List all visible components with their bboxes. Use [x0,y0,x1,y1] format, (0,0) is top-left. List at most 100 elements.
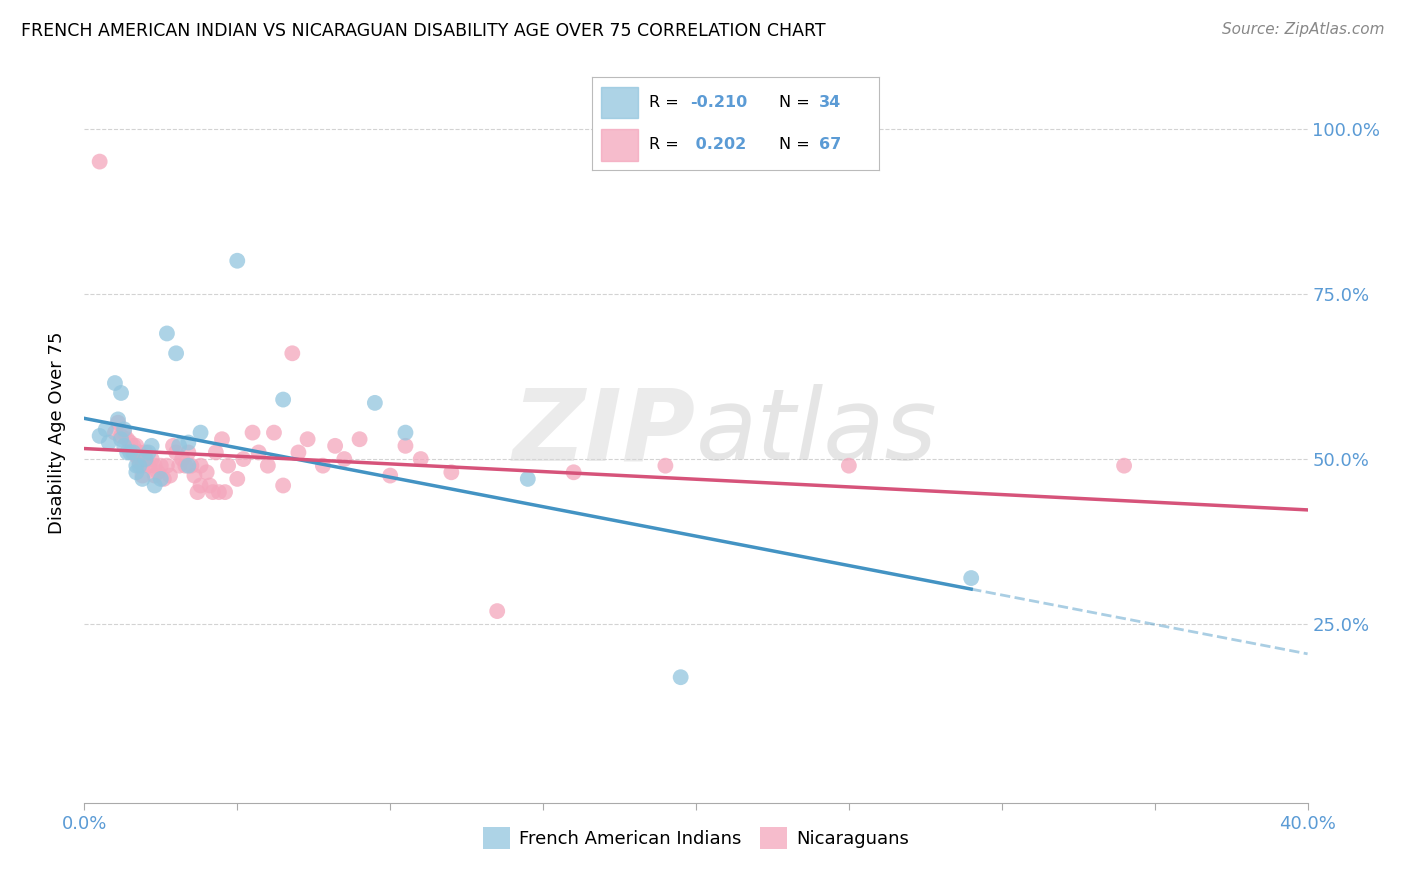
Point [217,458,239,473]
Point [287,445,309,459]
Point [143,458,166,473]
Point [226,253,249,268]
Point [190,425,212,440]
Point [190,458,212,473]
Point [364,396,387,410]
Point [211,432,233,446]
Point [177,435,200,450]
Point [198,478,221,492]
Point [281,346,304,360]
Point [143,468,166,483]
Point [125,439,148,453]
Point [165,445,187,459]
Point [195,465,218,479]
Point [177,458,200,473]
Point [110,432,132,446]
Point [409,452,432,467]
Point [838,458,860,473]
Point [112,439,135,453]
Point [125,465,148,479]
Point [183,468,205,483]
Point [186,485,208,500]
Point [167,458,190,473]
Legend: French American Indians, Nicaraguans: French American Indians, Nicaraguans [477,821,915,856]
Point [349,432,371,446]
Point [141,439,163,453]
Point [167,439,190,453]
Point [89,154,111,169]
Text: FRENCH AMERICAN INDIAN VS NICARAGUAN DISABILITY AGE OVER 75 CORRELATION CHART: FRENCH AMERICAN INDIAN VS NICARAGUAN DIS… [21,22,825,40]
Point [174,458,197,473]
Point [486,604,509,618]
Point [323,439,346,453]
Point [271,478,294,492]
Point [122,439,145,453]
Point [128,445,150,459]
Point [669,670,692,684]
Point [107,412,129,426]
Point [104,425,127,440]
Point [112,425,135,440]
Point [131,458,153,473]
Point [120,445,142,459]
Point [214,485,236,500]
Point [205,445,228,459]
Text: atlas: atlas [696,384,938,481]
Point [226,472,249,486]
Point [138,458,160,473]
Point [107,416,129,430]
Point [180,458,202,473]
Point [516,472,538,486]
Point [110,429,132,443]
Point [128,455,150,469]
Text: ZIP: ZIP [513,384,696,481]
Point [128,458,150,473]
Point [115,432,138,446]
Point [156,326,179,341]
Point [247,445,270,459]
Point [201,485,224,500]
Point [654,458,676,473]
Point [562,465,585,479]
Point [172,452,194,467]
Point [153,472,176,486]
Point [156,458,179,473]
Point [125,449,148,463]
Point [257,458,280,473]
Point [146,465,169,479]
Point [271,392,294,407]
Point [97,435,120,450]
Point [141,452,163,467]
Point [94,422,117,436]
Point [394,425,416,440]
Point [89,429,111,443]
Point [122,445,145,459]
Point [149,458,172,473]
Point [312,458,335,473]
Point [159,468,181,483]
Point [297,432,319,446]
Point [333,452,356,467]
Point [380,468,402,483]
Point [242,425,264,440]
Point [162,439,184,453]
Point [122,445,145,459]
Point [135,445,157,459]
Point [131,468,153,483]
Y-axis label: Disability Age Over 75: Disability Age Over 75 [48,331,66,534]
Text: Source: ZipAtlas.com: Source: ZipAtlas.com [1222,22,1385,37]
Point [440,465,463,479]
Point [232,452,254,467]
Point [125,458,148,473]
Point [138,445,160,459]
Point [104,376,127,390]
Point [208,485,231,500]
Point [135,452,157,467]
Point [115,445,138,459]
Point [143,478,166,492]
Point [1114,458,1136,473]
Point [394,439,416,453]
Point [149,472,172,486]
Point [190,478,212,492]
Point [960,571,983,585]
